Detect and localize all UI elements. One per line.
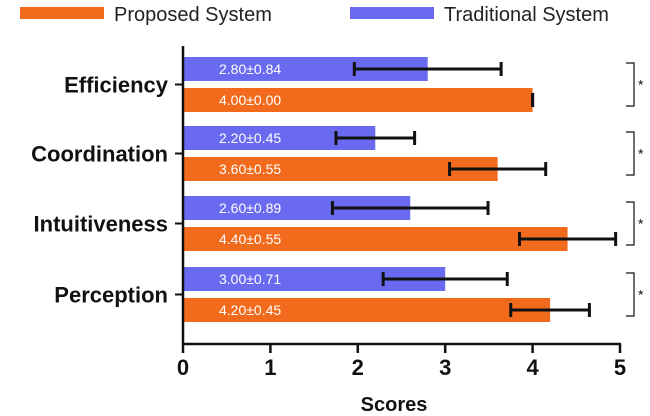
category-label-efficiency: Efficiency [64, 73, 169, 98]
data-label: 3.60±0.55 [219, 161, 281, 177]
legend-swatch-traditional [350, 7, 434, 19]
category-label-coordination: Coordination [31, 142, 168, 167]
data-label: 3.00±0.71 [219, 271, 281, 287]
bar-proposed-system-coordination [183, 157, 498, 181]
significance-bracket [626, 62, 635, 107]
category-label-intuitiveness: Intuitiveness [34, 212, 168, 237]
legend-swatch-proposed [20, 7, 104, 19]
significance-marker: * [638, 77, 644, 93]
x-tick-label: 2 [352, 355, 364, 380]
significance-bracket [626, 272, 635, 317]
bar-proposed-system-perception [183, 298, 551, 322]
bar-proposed-system-efficiency [183, 88, 533, 112]
x-axis-title: Scores [361, 394, 428, 416]
significance-marker: * [638, 287, 644, 303]
x-tick-label: 3 [439, 355, 451, 380]
bar-proposed-system-intuitiveness [183, 227, 568, 251]
data-label: 4.40±0.55 [219, 231, 281, 247]
significance-bracket [626, 131, 635, 176]
data-label: 2.60±0.89 [219, 200, 281, 216]
data-label: 2.80±0.84 [219, 61, 281, 77]
legend-label-proposed: Proposed System [114, 4, 272, 26]
x-tick-label: 5 [614, 355, 626, 380]
legend: Proposed System Traditional System [20, 4, 609, 26]
significance-bracket [626, 201, 635, 246]
category-label-perception: Perception [54, 283, 168, 308]
data-label: 2.20±0.45 [219, 130, 281, 146]
legend-label-traditional: Traditional System [444, 4, 609, 26]
data-label: 4.20±0.45 [219, 302, 281, 318]
x-tick-label: 1 [264, 355, 276, 380]
data-label: 4.00±0.00 [219, 92, 281, 108]
x-tick-label: 4 [526, 355, 539, 380]
significance-marker: * [638, 216, 644, 232]
x-tick-label: 0 [177, 355, 189, 380]
significance-marker: * [638, 146, 644, 162]
plot-area: 2.80±0.84 4.00±0.00 Efficiency * 2.20±0.45 3.… [31, 46, 644, 380]
